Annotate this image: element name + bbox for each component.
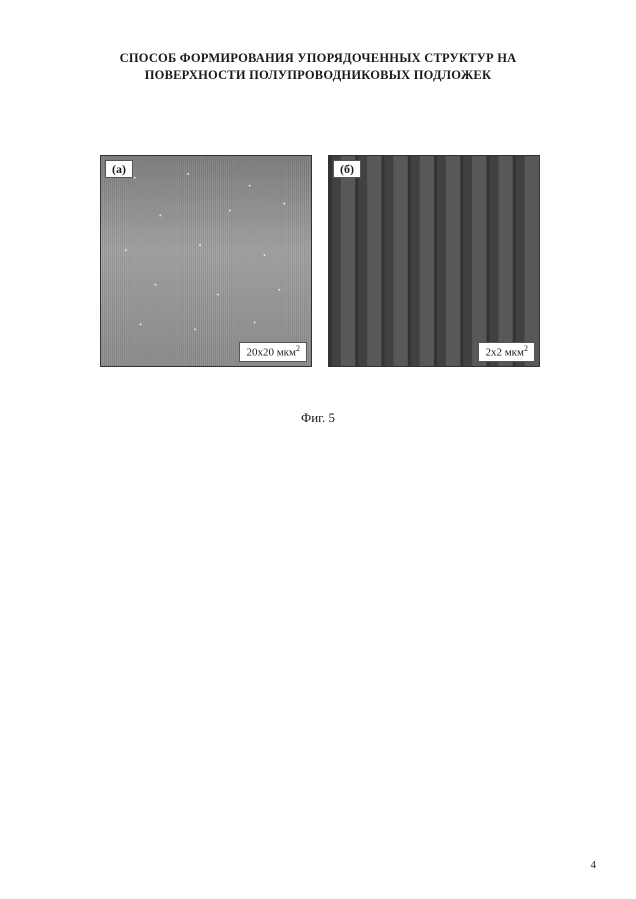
page-number: 4 — [591, 859, 597, 871]
micrograph-a — [101, 156, 311, 366]
scale-label-b: 2х2 мкм2 — [478, 342, 535, 362]
page-title: СПОСОБ ФОРМИРОВАНИЯ УПОРЯДОЧЕННЫХ СТРУКТ… — [60, 50, 576, 84]
scale-label-a: 20х20 мкм2 — [239, 342, 307, 362]
panel-label-a: (а) — [105, 160, 133, 178]
figure-panel-a: (а) 20х20 мкм2 — [100, 155, 312, 367]
figures-row: (а) 20х20 мкм2 — [100, 155, 540, 367]
title-line-1: СПОСОБ ФОРМИРОВАНИЯ УПОРЯДОЧЕННЫХ СТРУКТ… — [120, 51, 517, 65]
figure-caption: Фиг. 5 — [0, 410, 636, 426]
page: СПОСОБ ФОРМИРОВАНИЯ УПОРЯДОЧЕННЫХ СТРУКТ… — [0, 0, 636, 899]
figure-panel-b: (б) 2х2 мкм2 — [328, 155, 540, 367]
panel-label-b: (б) — [333, 160, 361, 178]
title-line-2: ПОВЕРХНОСТИ ПОЛУПРОВОДНИКОВЫХ ПОДЛОЖЕК — [145, 68, 491, 82]
micrograph-b — [329, 156, 539, 366]
